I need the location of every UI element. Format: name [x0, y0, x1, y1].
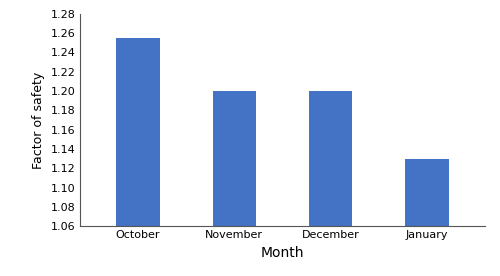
Bar — [116, 38, 160, 276]
Bar — [406, 159, 449, 276]
X-axis label: Month: Month — [261, 246, 304, 260]
Bar — [309, 91, 352, 276]
Bar — [212, 91, 256, 276]
Y-axis label: Factor of safety: Factor of safety — [32, 71, 46, 169]
